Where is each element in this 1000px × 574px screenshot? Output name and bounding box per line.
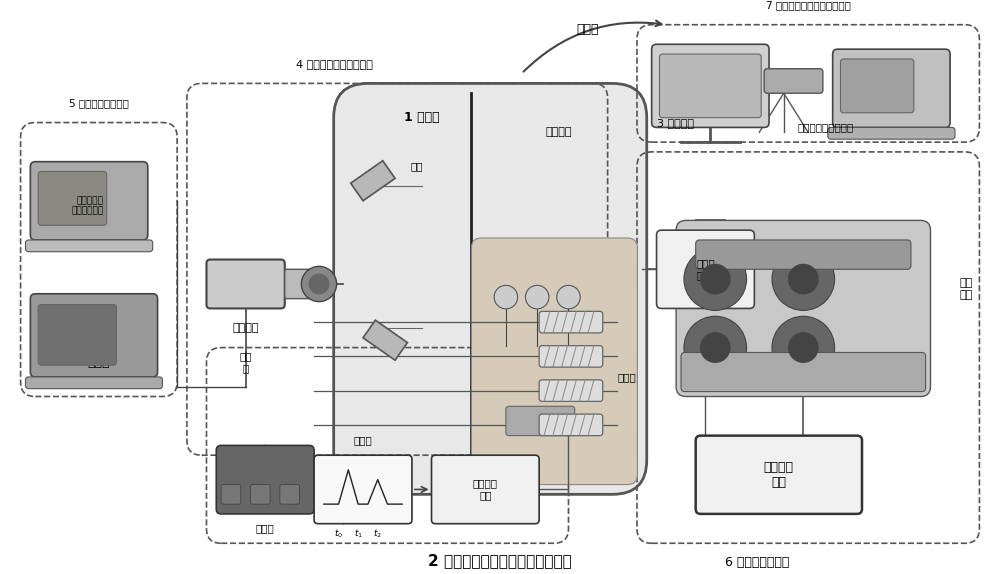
Text: 系统控制
平台: 系统控制 平台: [764, 461, 794, 489]
FancyBboxPatch shape: [681, 352, 926, 391]
Text: $t_1$: $t_1$: [354, 528, 363, 540]
FancyBboxPatch shape: [30, 162, 148, 240]
FancyBboxPatch shape: [251, 484, 270, 504]
FancyBboxPatch shape: [539, 414, 603, 436]
Text: 电探针: 电探针: [617, 372, 636, 382]
Text: 6 真空室操控系统: 6 真空室操控系统: [725, 556, 789, 569]
Text: 7 弹坑破坏形态立体重构系统: 7 弹坑破坏形态立体重构系统: [766, 0, 851, 10]
FancyBboxPatch shape: [696, 436, 862, 514]
Circle shape: [301, 266, 337, 301]
Text: 爆炸后: 爆炸后: [577, 23, 599, 36]
Text: $t_0$: $t_0$: [334, 528, 343, 540]
Text: 同步
线: 同步 线: [239, 351, 252, 373]
FancyBboxPatch shape: [216, 445, 314, 514]
FancyBboxPatch shape: [659, 54, 761, 118]
FancyBboxPatch shape: [25, 377, 162, 389]
Circle shape: [701, 333, 730, 362]
Circle shape: [494, 285, 518, 309]
Text: 脉冲形成
网络: 脉冲形成 网络: [473, 479, 498, 501]
Text: 示波器: 示波器: [354, 436, 372, 445]
Circle shape: [684, 316, 747, 379]
Text: $t_2$: $t_2$: [373, 528, 382, 540]
FancyBboxPatch shape: [280, 484, 299, 504]
FancyBboxPatch shape: [25, 240, 153, 251]
FancyBboxPatch shape: [221, 484, 241, 504]
FancyBboxPatch shape: [314, 455, 412, 523]
Text: 飞散粒子、
地层动态追踪: 飞散粒子、 地层动态追踪: [71, 196, 104, 215]
Circle shape: [557, 285, 580, 309]
Text: 光源: 光源: [411, 161, 423, 172]
Circle shape: [309, 274, 329, 294]
Bar: [363, 320, 407, 360]
Text: 1 真空室: 1 真空室: [404, 111, 439, 124]
Circle shape: [525, 285, 549, 309]
Text: 起爆器: 起爆器: [256, 523, 275, 534]
FancyBboxPatch shape: [30, 294, 158, 377]
Text: 4 爆破过程动态采集系统: 4 爆破过程动态采集系统: [296, 59, 373, 69]
Text: 3 爆源系统: 3 爆源系统: [657, 118, 694, 127]
FancyBboxPatch shape: [539, 346, 603, 367]
FancyBboxPatch shape: [471, 238, 637, 484]
FancyBboxPatch shape: [828, 127, 955, 139]
Text: 三维扫描仪及计算机: 三维扫描仪及计算机: [797, 122, 853, 133]
FancyBboxPatch shape: [432, 455, 539, 523]
FancyBboxPatch shape: [38, 172, 107, 225]
FancyBboxPatch shape: [334, 83, 647, 494]
FancyBboxPatch shape: [539, 311, 603, 333]
FancyBboxPatch shape: [764, 69, 823, 93]
Text: 真空
泵组: 真空 泵组: [960, 278, 973, 300]
Text: 相似材料: 相似材料: [546, 127, 572, 137]
Text: 气压调
节装置: 气压调 节装置: [696, 258, 715, 280]
FancyBboxPatch shape: [38, 305, 116, 365]
Circle shape: [772, 248, 835, 311]
Text: 高速相机: 高速相机: [232, 323, 259, 333]
Circle shape: [701, 265, 730, 294]
FancyBboxPatch shape: [206, 259, 285, 308]
Bar: [351, 161, 395, 201]
Text: 2 多点爆源微差延时起爆控制系统: 2 多点爆源微差延时起爆控制系统: [428, 553, 572, 568]
Circle shape: [789, 265, 818, 294]
FancyBboxPatch shape: [652, 44, 769, 127]
Circle shape: [772, 316, 835, 379]
Circle shape: [789, 333, 818, 362]
FancyBboxPatch shape: [676, 220, 930, 397]
FancyBboxPatch shape: [833, 49, 950, 127]
FancyBboxPatch shape: [840, 59, 914, 113]
FancyBboxPatch shape: [506, 406, 575, 436]
FancyBboxPatch shape: [696, 240, 911, 269]
FancyBboxPatch shape: [285, 269, 314, 298]
Text: 5 数字图像处理系统: 5 数字图像处理系统: [69, 98, 129, 108]
FancyBboxPatch shape: [539, 380, 603, 401]
Circle shape: [684, 248, 747, 311]
FancyBboxPatch shape: [657, 230, 754, 308]
Text: 爆炸后: 爆炸后: [88, 356, 110, 369]
